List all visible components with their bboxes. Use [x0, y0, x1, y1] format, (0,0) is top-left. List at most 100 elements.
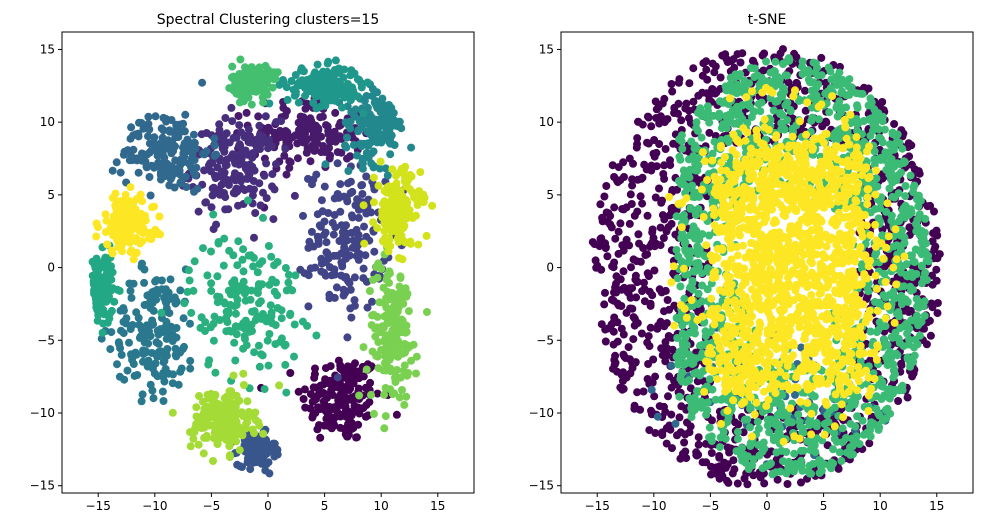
- data-point: [265, 75, 274, 83]
- data-point: [392, 171, 400, 180]
- x-tick-label: 5: [321, 499, 329, 513]
- data-point: [753, 417, 762, 426]
- data-point: [312, 121, 320, 130]
- data-point: [772, 455, 781, 464]
- data-point: [128, 321, 137, 329]
- data-point: [674, 99, 683, 108]
- data-point: [647, 122, 656, 131]
- data-point: [172, 324, 181, 332]
- data-point: [661, 338, 670, 346]
- data-point: [673, 185, 681, 194]
- data-point: [617, 302, 626, 310]
- data-point: [689, 64, 698, 73]
- data-point: [90, 276, 99, 285]
- data-point: [320, 217, 329, 226]
- data-point: [783, 98, 792, 107]
- data-point: [688, 321, 697, 330]
- data-point: [231, 170, 240, 179]
- data-point: [414, 240, 423, 249]
- data-point: [233, 398, 241, 407]
- data-point: [380, 197, 389, 206]
- data-point: [338, 260, 347, 269]
- data-point: [267, 252, 276, 261]
- data-point: [243, 397, 252, 406]
- data-point: [103, 269, 111, 278]
- data-point: [225, 405, 234, 414]
- data-point: [242, 108, 251, 117]
- data-point: [393, 366, 401, 374]
- data-point: [611, 234, 620, 243]
- data-point: [118, 197, 127, 206]
- data-point: [386, 139, 395, 148]
- data-point: [842, 103, 851, 112]
- data-point: [783, 116, 792, 125]
- data-point: [647, 385, 656, 394]
- data-point: [643, 138, 651, 147]
- data-point: [333, 148, 342, 157]
- data-point: [213, 420, 222, 429]
- data-point: [224, 205, 233, 214]
- data-point: [613, 318, 622, 327]
- y-tick-label: −10: [30, 406, 55, 420]
- data-point: [146, 191, 155, 200]
- data-point: [808, 113, 817, 122]
- data-point: [99, 305, 108, 314]
- data-point: [694, 450, 703, 459]
- chart-title: Spectral Clustering clusters=15: [157, 12, 380, 28]
- data-point: [638, 120, 647, 129]
- data-point: [92, 254, 101, 263]
- data-point: [172, 298, 181, 307]
- data-point: [146, 332, 155, 341]
- data-point: [422, 231, 431, 240]
- data-point: [387, 103, 396, 112]
- data-point: [651, 429, 660, 437]
- data-point: [733, 427, 742, 436]
- data-point: [321, 228, 330, 237]
- data-point: [669, 139, 678, 148]
- y-tick-label: 0: [47, 261, 55, 275]
- data-point: [592, 263, 601, 272]
- data-point: [384, 233, 393, 242]
- data-point: [373, 224, 382, 233]
- data-point: [327, 377, 336, 386]
- data-point: [194, 207, 203, 216]
- data-point: [244, 68, 253, 77]
- data-point: [212, 150, 221, 159]
- data-point: [253, 437, 262, 445]
- data-point: [221, 114, 230, 122]
- data-point: [207, 247, 215, 256]
- data-point: [710, 68, 719, 77]
- data-point: [346, 177, 355, 186]
- data-point: [282, 170, 291, 179]
- data-point: [685, 79, 694, 88]
- data-point: [402, 182, 411, 191]
- data-point: [94, 311, 103, 319]
- data-point: [149, 320, 158, 329]
- data-point: [385, 355, 394, 364]
- data-point: [711, 89, 720, 98]
- data-point: [228, 117, 237, 126]
- data-point: [363, 139, 372, 148]
- data-point: [225, 442, 234, 451]
- data-point: [383, 171, 392, 180]
- data-point: [835, 448, 844, 457]
- data-point: [786, 107, 795, 116]
- data-point: [383, 271, 392, 280]
- data-point: [916, 318, 925, 327]
- data-point: [703, 285, 712, 294]
- data-point: [176, 179, 185, 188]
- data-point: [660, 118, 669, 127]
- data-point: [646, 323, 655, 332]
- data-point: [662, 439, 671, 448]
- data-point: [210, 312, 219, 321]
- data-point: [797, 343, 806, 352]
- data-point: [353, 195, 362, 204]
- data-point: [652, 105, 661, 114]
- data-point: [313, 232, 322, 241]
- data-point: [401, 328, 410, 337]
- data-point: [619, 205, 628, 214]
- data-point: [300, 385, 309, 394]
- data-point: [319, 397, 328, 406]
- data-point: [229, 251, 238, 260]
- data-point: [111, 201, 120, 210]
